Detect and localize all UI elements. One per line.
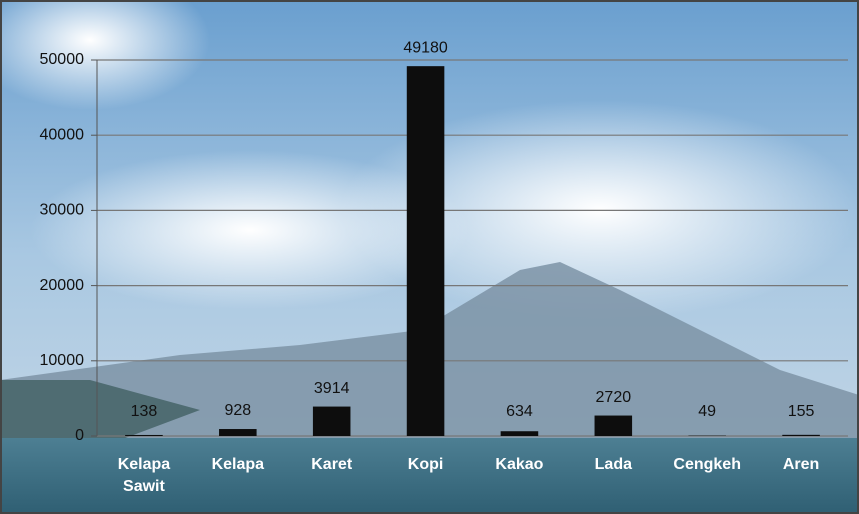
y-tick-label: 20000 [40, 277, 85, 294]
hill [0, 380, 200, 440]
x-tick-label: Aren [782, 456, 820, 473]
bar [500, 431, 539, 436]
x-tick-label: Kelapa [211, 456, 265, 473]
x-tick-label: Lada [594, 456, 632, 473]
y-tick-label: 50000 [40, 51, 85, 68]
bar [219, 429, 257, 436]
value-label: 634 [506, 403, 533, 420]
value-label: 3914 [314, 380, 350, 397]
y-tick-label: 30000 [40, 202, 85, 219]
x-tick-label: Kopi [407, 456, 444, 473]
cloud [30, 150, 470, 310]
x-tick-label: Kakao [495, 456, 544, 473]
cloud [0, 0, 210, 110]
bar [406, 66, 445, 437]
y-tick-label: 40000 [40, 126, 85, 143]
x-tick-label: Kelapa Sawit [117, 456, 171, 495]
bar [782, 434, 820, 436]
y-tick-label: 0 [75, 427, 84, 444]
value-label: 155 [788, 403, 815, 420]
value-label: 138 [131, 403, 158, 420]
y-tick-label: 10000 [40, 352, 85, 369]
value-label: 49180 [403, 39, 448, 56]
bar [125, 434, 163, 436]
x-tick-label: Cengkeh [673, 456, 741, 473]
x-tick-label: Karet [311, 456, 353, 473]
value-label: 49 [698, 403, 716, 420]
bar [594, 415, 633, 436]
sea [0, 438, 859, 514]
value-label: 928 [224, 402, 251, 419]
bar [312, 406, 351, 436]
value-label: 2720 [596, 389, 632, 406]
